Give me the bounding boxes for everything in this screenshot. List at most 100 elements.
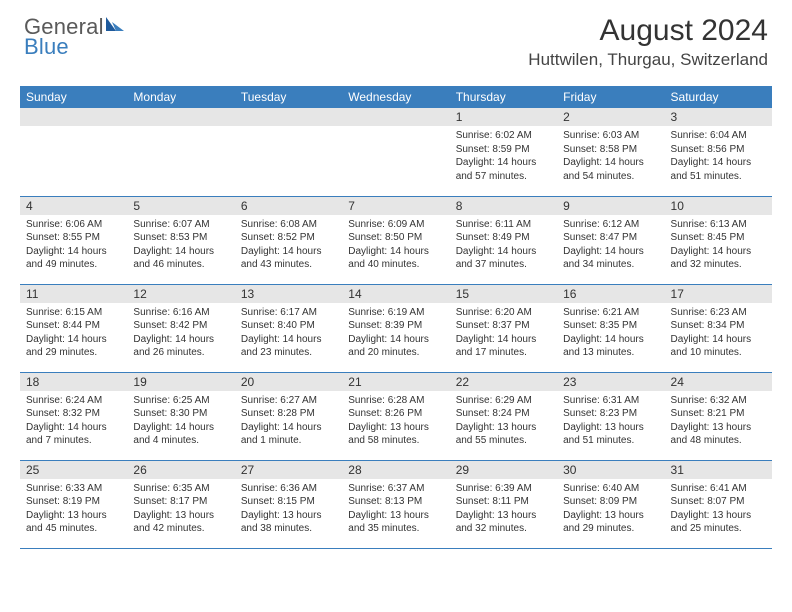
day-cell: 24Sunrise: 6:32 AMSunset: 8:21 PMDayligh…	[665, 372, 772, 460]
daylight-line: Daylight: 14 hours and 23 minutes.	[241, 333, 336, 360]
sunset-line: Sunset: 8:24 PM	[456, 407, 551, 421]
sunrise-line: Sunrise: 6:03 AM	[563, 129, 658, 143]
sunset-line: Sunset: 8:32 PM	[26, 407, 121, 421]
daylight-line: Daylight: 13 hours and 29 minutes.	[563, 509, 658, 536]
sunset-line: Sunset: 8:59 PM	[456, 143, 551, 157]
daylight-line: Daylight: 14 hours and 37 minutes.	[456, 245, 551, 272]
day-cell: 1Sunrise: 6:02 AMSunset: 8:59 PMDaylight…	[450, 108, 557, 196]
sunrise-line: Sunrise: 6:25 AM	[133, 394, 228, 408]
day-number: 2	[557, 108, 664, 126]
day-number: 27	[235, 461, 342, 479]
day-cell: 30Sunrise: 6:40 AMSunset: 8:09 PMDayligh…	[557, 460, 664, 548]
day-details: Sunrise: 6:37 AMSunset: 8:13 PMDaylight:…	[342, 479, 449, 540]
day-details: Sunrise: 6:29 AMSunset: 8:24 PMDaylight:…	[450, 391, 557, 452]
day-details: Sunrise: 6:20 AMSunset: 8:37 PMDaylight:…	[450, 303, 557, 364]
sunrise-line: Sunrise: 6:09 AM	[348, 218, 443, 232]
day-cell: 11Sunrise: 6:15 AMSunset: 8:44 PMDayligh…	[20, 284, 127, 372]
day-cell: 19Sunrise: 6:25 AMSunset: 8:30 PMDayligh…	[127, 372, 234, 460]
day-details: Sunrise: 6:08 AMSunset: 8:52 PMDaylight:…	[235, 215, 342, 276]
day-details: Sunrise: 6:03 AMSunset: 8:58 PMDaylight:…	[557, 126, 664, 187]
day-details: Sunrise: 6:11 AMSunset: 8:49 PMDaylight:…	[450, 215, 557, 276]
daylight-line: Daylight: 14 hours and 43 minutes.	[241, 245, 336, 272]
daylight-line: Daylight: 14 hours and 32 minutes.	[671, 245, 766, 272]
day-header-thursday: Thursday	[450, 86, 557, 108]
day-details: Sunrise: 6:12 AMSunset: 8:47 PMDaylight:…	[557, 215, 664, 276]
sunset-line: Sunset: 8:17 PM	[133, 495, 228, 509]
day-number: 30	[557, 461, 664, 479]
daylight-line: Daylight: 14 hours and 20 minutes.	[348, 333, 443, 360]
sunrise-line: Sunrise: 6:27 AM	[241, 394, 336, 408]
day-header-row: SundayMondayTuesdayWednesdayThursdayFrid…	[20, 86, 772, 108]
sunset-line: Sunset: 8:53 PM	[133, 231, 228, 245]
day-number: 31	[665, 461, 772, 479]
day-cell	[127, 108, 234, 196]
sunset-line: Sunset: 8:39 PM	[348, 319, 443, 333]
day-cell: 31Sunrise: 6:41 AMSunset: 8:07 PMDayligh…	[665, 460, 772, 548]
sunrise-line: Sunrise: 6:29 AM	[456, 394, 551, 408]
daylight-line: Daylight: 13 hours and 32 minutes.	[456, 509, 551, 536]
daylight-line: Daylight: 13 hours and 38 minutes.	[241, 509, 336, 536]
sunrise-line: Sunrise: 6:13 AM	[671, 218, 766, 232]
week-row: 4Sunrise: 6:06 AMSunset: 8:55 PMDaylight…	[20, 196, 772, 284]
sunrise-line: Sunrise: 6:41 AM	[671, 482, 766, 496]
daylight-line: Daylight: 13 hours and 55 minutes.	[456, 421, 551, 448]
sunset-line: Sunset: 8:50 PM	[348, 231, 443, 245]
sunrise-line: Sunrise: 6:16 AM	[133, 306, 228, 320]
daylight-line: Daylight: 13 hours and 51 minutes.	[563, 421, 658, 448]
sunrise-line: Sunrise: 6:31 AM	[563, 394, 658, 408]
calendar-table: SundayMondayTuesdayWednesdayThursdayFrid…	[20, 86, 772, 549]
brand-part2: Blue	[24, 36, 125, 58]
day-header-tuesday: Tuesday	[235, 86, 342, 108]
sunset-line: Sunset: 8:49 PM	[456, 231, 551, 245]
sunrise-line: Sunrise: 6:28 AM	[348, 394, 443, 408]
day-details: Sunrise: 6:23 AMSunset: 8:34 PMDaylight:…	[665, 303, 772, 364]
sunset-line: Sunset: 8:07 PM	[671, 495, 766, 509]
day-cell: 9Sunrise: 6:12 AMSunset: 8:47 PMDaylight…	[557, 196, 664, 284]
sunrise-line: Sunrise: 6:21 AM	[563, 306, 658, 320]
sunset-line: Sunset: 8:13 PM	[348, 495, 443, 509]
day-number: 22	[450, 373, 557, 391]
day-cell: 23Sunrise: 6:31 AMSunset: 8:23 PMDayligh…	[557, 372, 664, 460]
sunset-line: Sunset: 8:44 PM	[26, 319, 121, 333]
sunrise-line: Sunrise: 6:19 AM	[348, 306, 443, 320]
sunrise-line: Sunrise: 6:20 AM	[456, 306, 551, 320]
day-details: Sunrise: 6:41 AMSunset: 8:07 PMDaylight:…	[665, 479, 772, 540]
daylight-line: Daylight: 13 hours and 58 minutes.	[348, 421, 443, 448]
day-number: 16	[557, 285, 664, 303]
sunset-line: Sunset: 8:19 PM	[26, 495, 121, 509]
day-cell: 29Sunrise: 6:39 AMSunset: 8:11 PMDayligh…	[450, 460, 557, 548]
sunset-line: Sunset: 8:37 PM	[456, 319, 551, 333]
day-number: 17	[665, 285, 772, 303]
week-row: 1Sunrise: 6:02 AMSunset: 8:59 PMDaylight…	[20, 108, 772, 196]
sunrise-line: Sunrise: 6:02 AM	[456, 129, 551, 143]
sunrise-line: Sunrise: 6:40 AM	[563, 482, 658, 496]
day-number: 10	[665, 197, 772, 215]
sunrise-line: Sunrise: 6:17 AM	[241, 306, 336, 320]
day-number: 11	[20, 285, 127, 303]
day-number: 8	[450, 197, 557, 215]
daylight-line: Daylight: 14 hours and 40 minutes.	[348, 245, 443, 272]
daylight-line: Daylight: 14 hours and 29 minutes.	[26, 333, 121, 360]
sunset-line: Sunset: 8:23 PM	[563, 407, 658, 421]
day-number: 21	[342, 373, 449, 391]
sunset-line: Sunset: 8:58 PM	[563, 143, 658, 157]
day-details: Sunrise: 6:13 AMSunset: 8:45 PMDaylight:…	[665, 215, 772, 276]
page-header: GeneralBlue August 2024 Huttwilen, Thurg…	[0, 0, 792, 76]
day-cell: 27Sunrise: 6:36 AMSunset: 8:15 PMDayligh…	[235, 460, 342, 548]
day-details: Sunrise: 6:21 AMSunset: 8:35 PMDaylight:…	[557, 303, 664, 364]
day-details: Sunrise: 6:07 AMSunset: 8:53 PMDaylight:…	[127, 215, 234, 276]
day-cell: 10Sunrise: 6:13 AMSunset: 8:45 PMDayligh…	[665, 196, 772, 284]
day-cell: 14Sunrise: 6:19 AMSunset: 8:39 PMDayligh…	[342, 284, 449, 372]
sunset-line: Sunset: 8:52 PM	[241, 231, 336, 245]
day-cell: 25Sunrise: 6:33 AMSunset: 8:19 PMDayligh…	[20, 460, 127, 548]
day-number: 6	[235, 197, 342, 215]
day-cell: 17Sunrise: 6:23 AMSunset: 8:34 PMDayligh…	[665, 284, 772, 372]
day-number: 13	[235, 285, 342, 303]
day-header-monday: Monday	[127, 86, 234, 108]
location-subtitle: Huttwilen, Thurgau, Switzerland	[528, 50, 768, 70]
day-details: Sunrise: 6:02 AMSunset: 8:59 PMDaylight:…	[450, 126, 557, 187]
day-number: 15	[450, 285, 557, 303]
sunrise-line: Sunrise: 6:35 AM	[133, 482, 228, 496]
day-cell	[20, 108, 127, 196]
sunrise-line: Sunrise: 6:37 AM	[348, 482, 443, 496]
